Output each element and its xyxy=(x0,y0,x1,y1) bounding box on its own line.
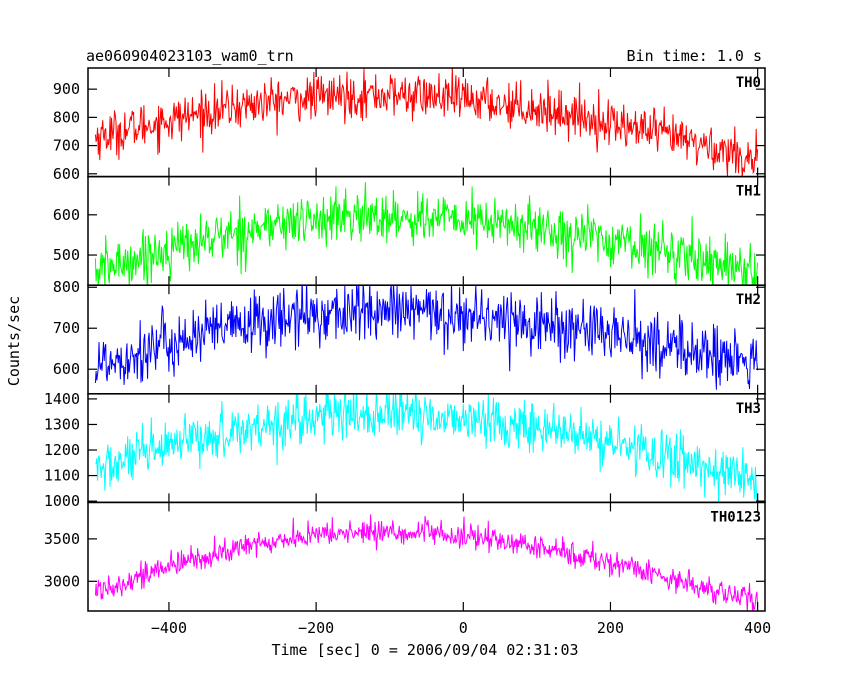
x-tick-label: 0 xyxy=(459,619,468,637)
x-tick-label: −400 xyxy=(151,619,187,637)
y-tick-label: 700 xyxy=(53,319,80,337)
panel-th2: 600 700 800 TH2 xyxy=(53,278,766,395)
y-tick-label: 900 xyxy=(53,80,80,98)
panel-th0123: 3000 3500 TH0123 xyxy=(44,501,766,612)
series-line-th2 xyxy=(94,285,759,390)
y-tick-label: 1300 xyxy=(44,415,80,433)
series-line-th3 xyxy=(95,393,758,503)
series-line-th1 xyxy=(94,182,759,286)
series-label-th1: TH1 xyxy=(736,184,761,200)
y-tick-label: 1000 xyxy=(44,492,80,510)
y-tick-label: 500 xyxy=(53,246,80,264)
y-tick-label: 3000 xyxy=(44,572,80,590)
series-label-th3: TH3 xyxy=(736,401,761,417)
series-line-th0123 xyxy=(94,514,759,611)
y-tick-label: 3500 xyxy=(44,530,80,548)
series-line-th0 xyxy=(94,68,759,177)
series-label-th2: TH2 xyxy=(736,292,761,308)
chart-title: ae060904023103_wam0_trn xyxy=(86,47,294,65)
panel-th1: 500 600 TH1 xyxy=(53,175,766,286)
x-tick-label: 200 xyxy=(597,619,624,637)
x-axis: −400 −200 0 200 400 xyxy=(151,619,771,637)
y-tick-label: 600 xyxy=(53,165,80,183)
panel-th0: 600 700 800 900 TH0 xyxy=(53,67,766,183)
x-tick-label: 400 xyxy=(744,619,771,637)
panel-frame xyxy=(87,501,766,612)
y-tick-label: 800 xyxy=(53,278,80,296)
series-label-th0123: TH0123 xyxy=(710,509,761,525)
panels-group: 600 700 800 900 TH0 500 600 TH1 600 700 800 TH2 1000… xyxy=(44,67,766,612)
y-tick-label: 800 xyxy=(53,108,80,126)
y-tick-label: 600 xyxy=(53,360,80,378)
x-axis-label: Time [sec] 0 = 2006/09/04 02:31:03 xyxy=(271,641,578,659)
y-axis-label: Counts/sec xyxy=(5,296,23,386)
y-tick-label: 700 xyxy=(53,137,80,155)
y-tick-label: 1400 xyxy=(44,390,80,408)
bin-time-label: Bin time: 1.0 s xyxy=(627,47,762,65)
y-tick-label: 1100 xyxy=(44,467,80,485)
x-tick-label: −200 xyxy=(298,619,334,637)
y-tick-label: 1200 xyxy=(44,441,80,459)
panel-th3: 1000 1100 1200 1300 1400 TH3 xyxy=(44,390,766,510)
y-tick-label: 600 xyxy=(53,206,80,224)
series-label-th0: TH0 xyxy=(736,75,761,91)
